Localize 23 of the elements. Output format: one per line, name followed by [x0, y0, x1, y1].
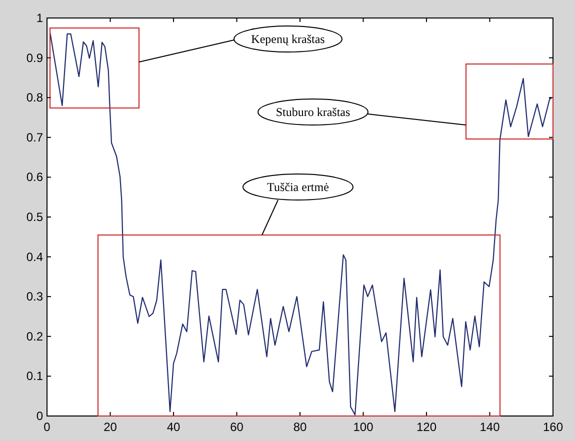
y-tick-label: 0.8: [26, 90, 44, 105]
y-tick-label: 0.9: [26, 50, 44, 65]
y-tick-label: 0.7: [26, 130, 44, 144]
y-tick-label: 0.6: [26, 170, 44, 184]
x-tick-label: 140: [480, 420, 500, 434]
y-tick-label: 1: [36, 11, 44, 25]
x-tick-label: 160: [542, 420, 564, 434]
x-tick-label: 120: [416, 420, 437, 434]
y-tick-label: 0.5: [26, 210, 44, 224]
x-tick-label: 100: [353, 420, 374, 434]
y-tick-label: 0.1: [26, 369, 44, 384]
annotation: Tuščia ertmė: [267, 180, 329, 194]
x-tick-label: 20: [104, 420, 118, 434]
y-tick-label: 0.2: [26, 329, 44, 344]
y-tick-label: 0.4: [26, 250, 44, 264]
annotation: Kepenų kraštas: [251, 32, 326, 46]
x-tick-label: 60: [230, 420, 244, 434]
annotation: Stuburo kraštas: [276, 105, 350, 119]
y-tick-label: 0: [36, 409, 44, 423]
x-tick-label: 40: [166, 420, 180, 434]
line-series: [50, 32, 552, 416]
y-tick-label: 0.3: [26, 290, 44, 304]
x-tick-label: 80: [293, 420, 307, 434]
